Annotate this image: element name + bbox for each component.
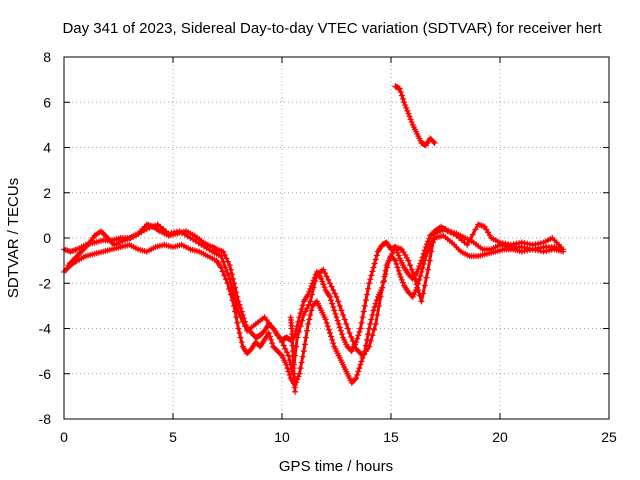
series-track-b <box>61 232 567 389</box>
y-tick-label: 2 <box>43 185 51 201</box>
y-tick-label: 6 <box>43 94 51 110</box>
series-track-c <box>65 221 565 377</box>
y-tick-label: -4 <box>39 321 52 337</box>
chart-title: Day 341 of 2023, Sidereal Day-to-day VTE… <box>62 20 602 37</box>
x-tick-label: 5 <box>169 429 177 445</box>
series-line <box>394 85 436 147</box>
data-points <box>61 83 567 395</box>
plot-frame <box>63 56 610 420</box>
x-axis-label: GPS time / hours <box>279 458 393 475</box>
y-tick-label: -2 <box>39 275 52 291</box>
series-markers <box>61 232 567 389</box>
series-spike <box>287 314 299 395</box>
x-tick-label: 25 <box>601 429 617 445</box>
x-tick-label: 20 <box>492 429 508 445</box>
y-tick-label: 8 <box>43 49 51 65</box>
series-line <box>289 317 297 392</box>
series-line <box>67 222 563 376</box>
y-tick-label: 0 <box>43 230 51 246</box>
series-markers <box>65 221 565 377</box>
axes: 0 5 10 15 20 25 -8 -6 -4 -2 0 2 4 6 8 <box>39 49 617 445</box>
series-line <box>62 234 564 387</box>
x-tick-label: 10 <box>274 429 290 445</box>
grid <box>64 57 609 419</box>
y-tick-label: -6 <box>39 366 52 382</box>
series-track-d <box>392 83 438 149</box>
y-axis-label: SDTVAR / TECUs <box>5 178 22 298</box>
x-tick-label: 0 <box>60 429 68 445</box>
y-tick-label: -8 <box>39 411 52 427</box>
y-tick-label: 4 <box>43 140 51 156</box>
x-tick-label: 15 <box>383 429 399 445</box>
